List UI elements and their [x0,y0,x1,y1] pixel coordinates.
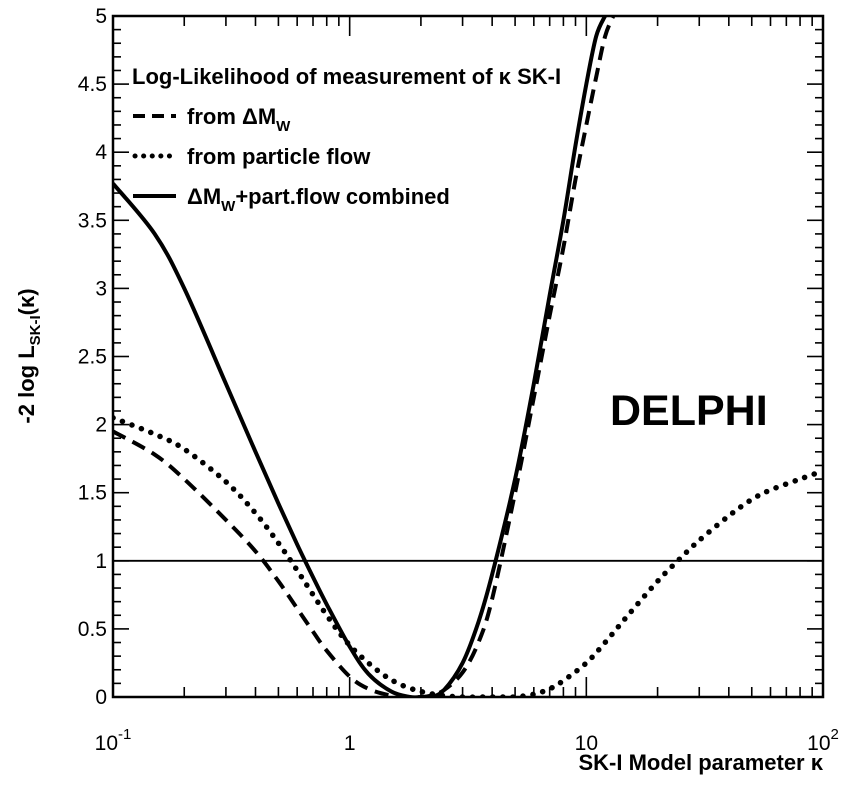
y-tick-label: 1.5 [78,482,107,505]
x-tick-base: 1 [344,732,356,755]
x-tick-base: 10 [575,732,598,755]
y-tick-label: 1 [95,550,107,573]
legend-entry-dashed: from ΔMW [133,104,291,135]
legend-label-solid-text: ΔM [187,184,221,209]
legend-entry-solid: ΔMW+part.flow combined [133,184,450,215]
x-tick-label: 1 [344,732,356,755]
y-tick-label: 2 [95,414,107,437]
x-axis-title: SK-I Model parameter κ [578,750,823,775]
y-tick-label: 4 [95,141,107,164]
x-tick-label: 10-1 [95,726,132,755]
y-axis-title: -2 log LSK-I(κ) [14,288,44,423]
series-dotted-line [113,415,823,697]
legend: Log-Likelihood of measurement of κ SK-I … [132,64,561,215]
series-lines [113,16,823,697]
y-tick-label: 0 [95,686,107,709]
y-axis-title-arg: (κ) [14,288,39,315]
y-axis-title-sub: SK-I [27,315,44,345]
y-tick-label: 0.5 [78,618,107,641]
x-tick-label: 10 [575,732,598,755]
x-tick-base: 10 [807,732,830,755]
series-solid-line [113,16,607,697]
y-tick-label: 5 [95,5,107,28]
y-tick-label: 2.5 [78,346,107,369]
x-tick-label: 102 [807,726,839,755]
x-tick-base: 10 [95,732,118,755]
legend-entry-dotted: from particle flow [132,144,371,169]
x-tick-exponent: 2 [831,726,839,743]
legend-label-dashed-text: from ΔM [187,104,276,129]
legend-label-solid: ΔMW+part.flow combined [187,184,450,215]
legend-label-solid-sub: W [221,198,236,215]
delphi-label: DELPHI [610,387,768,435]
x-tick-exponent: -1 [118,726,131,743]
legend-label-dotted: from particle flow [187,144,371,169]
y-tick-label: 4.5 [78,73,107,96]
y-tick-label: 3.5 [78,209,107,232]
legend-label-solid-rest: +part.flow combined [235,184,450,209]
legend-label-dashed: from ΔMW [187,104,291,135]
y-axis-title-main: -2 log L [14,345,39,423]
legend-label-dashed-sub: W [276,118,291,135]
legend-title: Log-Likelihood of measurement of κ SK-I [132,64,561,89]
y-tick-label: 3 [95,277,107,300]
